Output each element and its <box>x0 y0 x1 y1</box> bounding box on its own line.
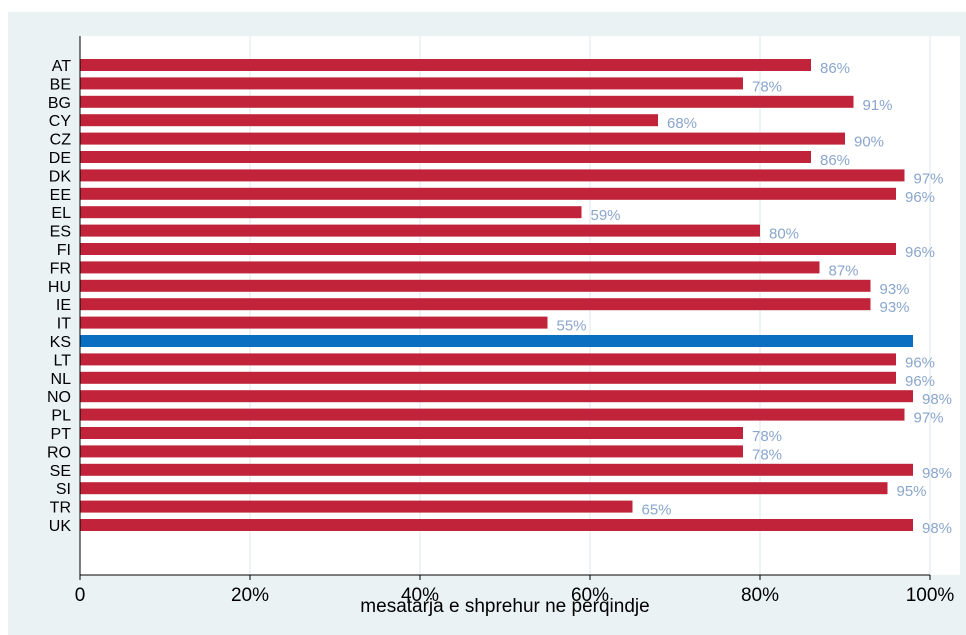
bar-pl <box>80 408 905 421</box>
chart-frame: AT BE BG CY CZ DE DK EE EL ES FI FR HU IE IT KS LT NL NO PL… <box>8 12 966 635</box>
bar-ee <box>80 187 896 200</box>
bar-ie <box>80 298 871 311</box>
bar-it <box>80 316 548 329</box>
bar-tr <box>80 500 633 513</box>
data-label: 98% <box>922 391 952 408</box>
data-label: 98% <box>922 465 952 482</box>
category-label: NL <box>51 371 72 388</box>
data-label: 87% <box>829 262 859 279</box>
category-label: DK <box>49 168 72 185</box>
x-tick-label: 20% <box>231 585 269 606</box>
data-label: 80% <box>769 226 799 243</box>
data-label: 97% <box>914 410 944 427</box>
bar-es <box>80 224 760 237</box>
category-label: AT <box>52 58 71 75</box>
x-tick-label: 40% <box>401 585 439 606</box>
data-label: 91% <box>863 97 893 114</box>
x-tick-label: 60% <box>571 585 609 606</box>
bar-lt <box>80 353 896 366</box>
x-axis-title: mesatarja e shprehur ne perqindje <box>360 596 649 617</box>
bar-nl <box>80 371 896 384</box>
bar-fi <box>80 243 896 255</box>
category-label: FI <box>57 242 71 259</box>
data-label: 86% <box>820 152 850 169</box>
bar-si <box>80 482 888 495</box>
data-label: 98% <box>922 520 952 537</box>
data-label: 97% <box>914 170 944 187</box>
bar-el <box>80 206 582 219</box>
category-label: BE <box>50 76 71 93</box>
x-tick-label: 80% <box>741 585 779 606</box>
bar-be <box>80 77 743 90</box>
category-label: CZ <box>50 132 72 149</box>
data-label: 59% <box>591 207 621 224</box>
category-label: BG <box>48 95 71 112</box>
data-label: 93% <box>880 281 910 298</box>
bar-ks <box>80 335 913 347</box>
bar-cy <box>80 114 658 127</box>
bar-ro <box>80 445 743 458</box>
data-label: 65% <box>642 502 672 519</box>
data-label: 96% <box>905 373 935 390</box>
category-label: IT <box>57 316 71 333</box>
bar-hu <box>80 279 871 292</box>
data-label: 78% <box>752 78 782 95</box>
data-label: 93% <box>880 299 910 316</box>
data-label: 68% <box>667 115 697 132</box>
bar-at <box>80 59 811 71</box>
category-label: ES <box>50 224 71 241</box>
category-label: PL <box>51 408 71 425</box>
category-label: HU <box>48 279 71 296</box>
x-tick-label: 100% <box>906 585 955 606</box>
data-label: 96% <box>905 189 935 206</box>
category-label: IE <box>56 297 71 314</box>
category-label: UK <box>49 518 72 535</box>
category-label: EE <box>50 187 71 204</box>
data-label: 90% <box>854 134 884 151</box>
data-labels: 86%78%91%68%90%86%97%96%59%80%96%87%93%9… <box>557 60 953 537</box>
category-label: FR <box>50 260 71 277</box>
category-label: NO <box>47 389 71 406</box>
category-label: SI <box>56 481 71 498</box>
category-label: KS <box>50 334 71 351</box>
bar-dk <box>80 169 905 182</box>
bar-fr <box>80 261 820 274</box>
bar-de <box>80 151 811 163</box>
category-label: PT <box>51 426 72 443</box>
data-label: 78% <box>752 446 782 463</box>
data-label: 95% <box>897 483 927 500</box>
x-tick-label: 0 <box>75 585 86 606</box>
category-label: DE <box>49 150 71 167</box>
category-label: LT <box>54 352 72 369</box>
category-label: RO <box>47 444 71 461</box>
data-label: 55% <box>557 318 587 335</box>
data-label: 96% <box>905 244 935 261</box>
bar-se <box>80 463 913 476</box>
bar-no <box>80 390 913 403</box>
data-label: 96% <box>905 354 935 371</box>
bar-bg <box>80 95 854 108</box>
bar-uk <box>80 519 913 531</box>
category-label: TR <box>50 500 71 517</box>
bar-pt <box>80 427 743 439</box>
data-label: 78% <box>752 428 782 445</box>
x-ticks: 0 20% 40% 60% 80% 100% <box>75 575 955 606</box>
category-label: CY <box>49 113 72 130</box>
bars <box>80 59 913 531</box>
bar-cz <box>80 132 845 145</box>
category-label: SE <box>50 463 71 480</box>
category-label: EL <box>51 205 71 222</box>
data-label: 86% <box>820 60 850 77</box>
